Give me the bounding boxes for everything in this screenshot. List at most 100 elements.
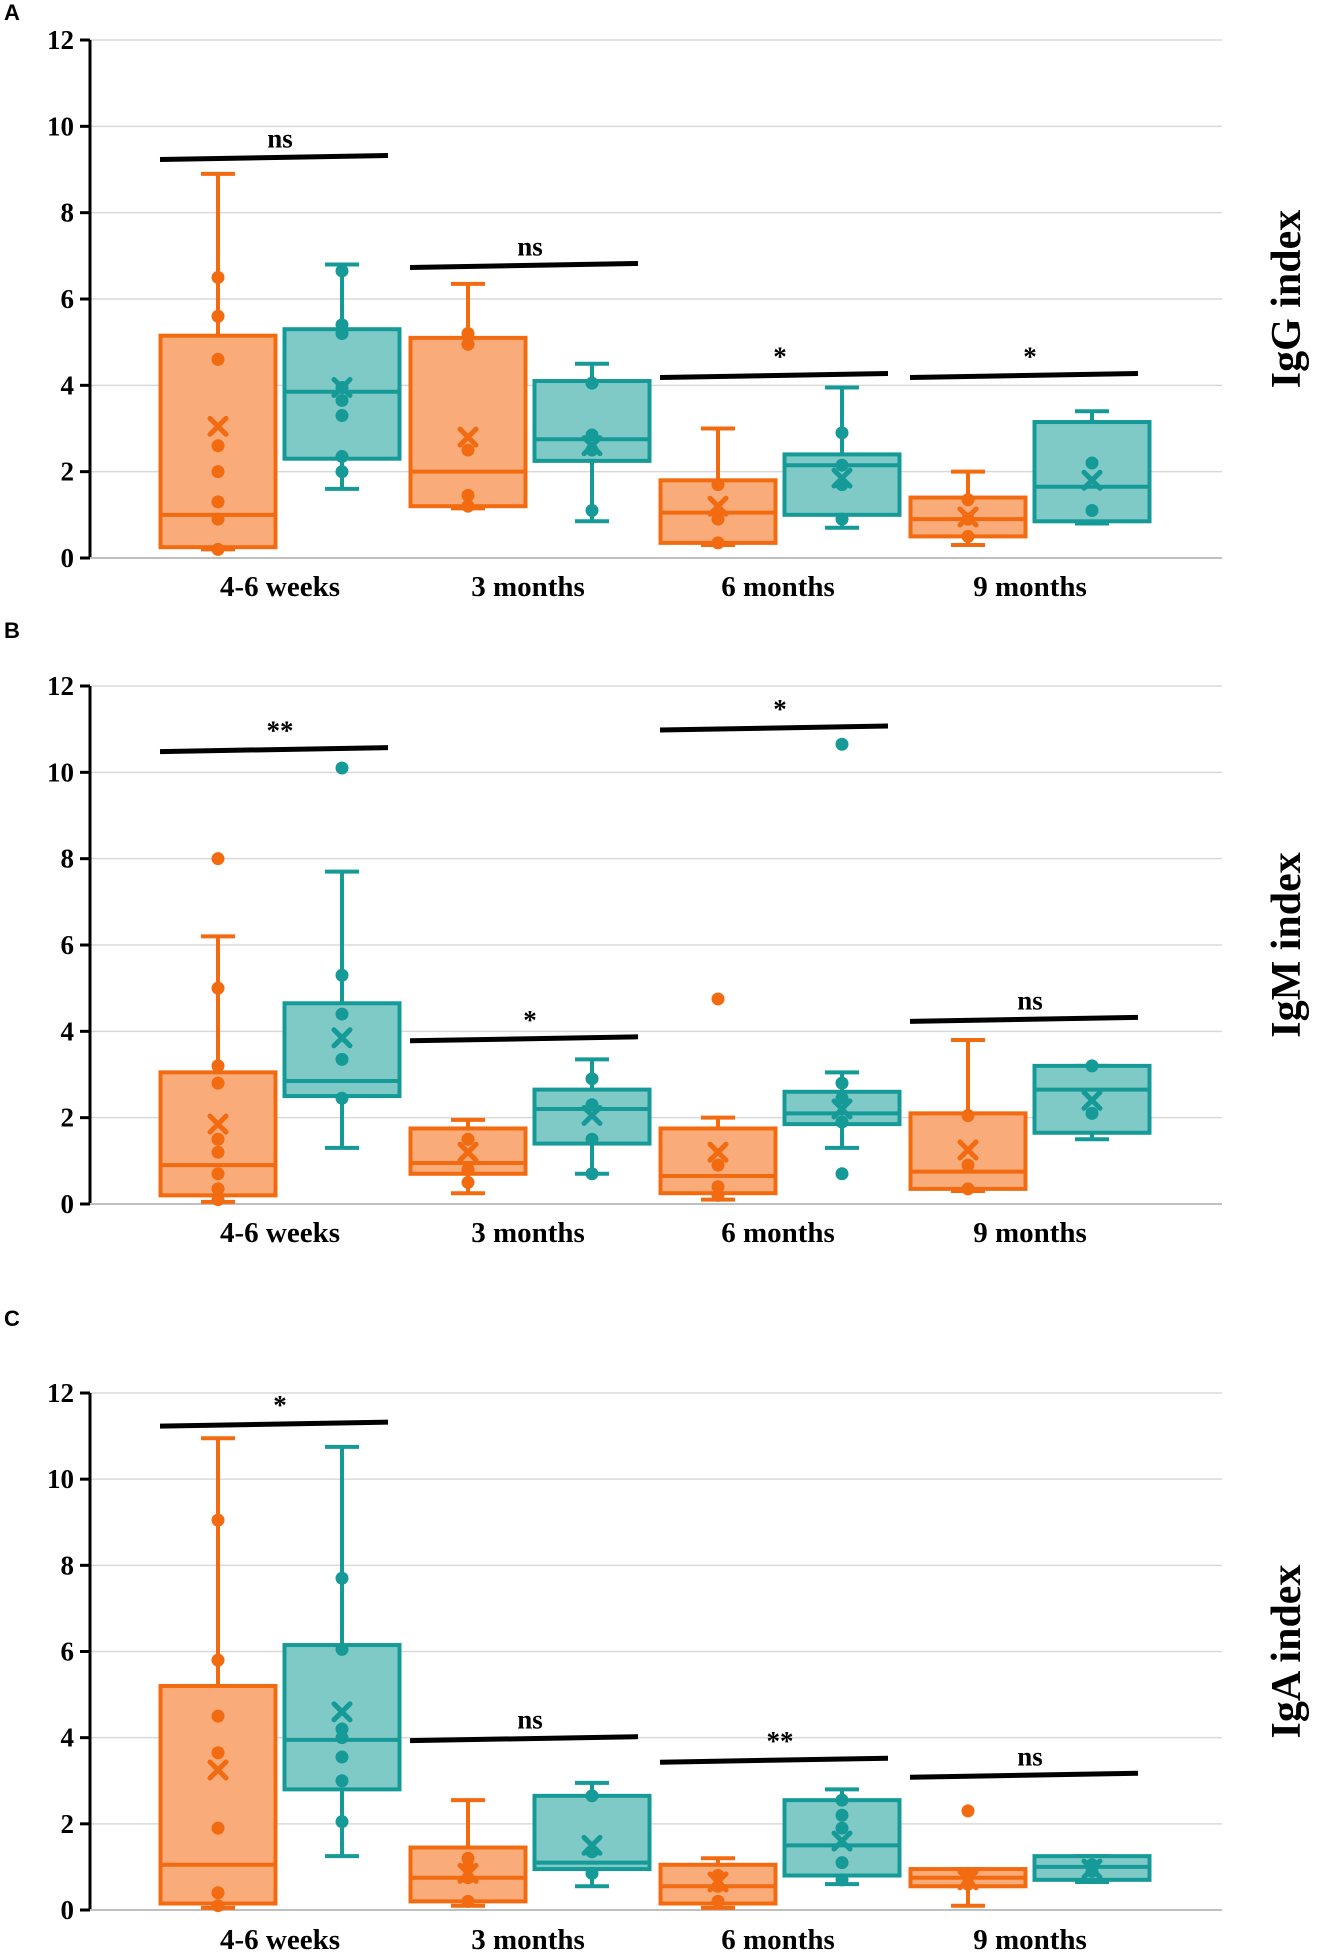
box-group2-0 (282, 262, 402, 491)
data-point (335, 318, 349, 332)
significance-label: ns (267, 124, 293, 154)
mean-marker (831, 1098, 853, 1120)
x-tick-label: 3 months (471, 1924, 585, 1956)
x-tick-label: 3 months (471, 1217, 585, 1249)
data-point (961, 1158, 975, 1172)
box-group1-3 (908, 469, 1028, 548)
data-point (211, 1821, 225, 1835)
significance-bar (159, 1419, 389, 1429)
data-point (211, 1132, 225, 1146)
data-point (335, 1642, 349, 1656)
data-point (211, 1182, 225, 1196)
data-point (585, 1132, 599, 1146)
mean-marker (457, 1862, 479, 1884)
mean-marker (457, 426, 479, 448)
x-tick-label: 9 months (973, 1924, 1087, 1956)
box-group2-2 (782, 1787, 902, 1887)
y-tick-label: 12 (47, 1378, 74, 1408)
data-point (335, 1722, 349, 1736)
data-point (211, 542, 225, 556)
box-group2-0 (282, 1444, 402, 1859)
y-tick-label: 8 (61, 198, 75, 228)
significance-label: ** (767, 1726, 794, 1756)
data-point (461, 1132, 475, 1146)
data-point (335, 1571, 349, 1585)
data-point (711, 1180, 725, 1194)
data-point (335, 465, 349, 479)
box-group1-1 (408, 1117, 528, 1196)
box-group2-1 (532, 1057, 652, 1181)
significance-0: ns (159, 124, 389, 163)
data-point (335, 1007, 349, 1021)
significance-bar (159, 745, 389, 755)
mean-marker (707, 1871, 729, 1893)
data-point (211, 1076, 225, 1090)
significance-bar (659, 371, 889, 381)
data-point (1085, 504, 1099, 518)
outlier-point (961, 1804, 975, 1818)
panel-b: B 0 2 4 6 8 10 12 4-6 weeks 3 months 6 months 9 mon… (4, 618, 1310, 1249)
significance-label: * (773, 694, 787, 724)
y-tick-label: 12 (47, 25, 74, 55)
box-group1-0 (158, 852, 278, 1207)
data-point (1085, 456, 1099, 470)
significance-bar (909, 1014, 1139, 1024)
data-point (711, 536, 725, 550)
data-point (461, 499, 475, 513)
data-point (335, 1750, 349, 1764)
box-group2-1 (532, 361, 652, 524)
y-tick-label: 8 (61, 844, 75, 874)
mean-marker (831, 1830, 853, 1852)
mean-marker (207, 415, 229, 437)
box-group1-3 (908, 1804, 1028, 1908)
y-tick-label: 6 (61, 930, 75, 960)
box-group1-0 (158, 171, 278, 556)
data-point (211, 1886, 225, 1900)
box-group1-2 (658, 1856, 778, 1910)
mean-marker (707, 495, 729, 517)
data-point (835, 512, 849, 526)
data-point (211, 1709, 225, 1723)
significance-2: ** (659, 1726, 889, 1765)
data-point (211, 495, 225, 509)
box-group1-3 (908, 1037, 1028, 1196)
data-point (211, 1513, 225, 1527)
mean-marker (831, 467, 853, 489)
significance-label: * (273, 1390, 287, 1420)
significance-3: ns (909, 1741, 1139, 1780)
significance-3: * (909, 342, 1139, 381)
x-tick-label: 4-6 weeks (220, 1924, 340, 1956)
significance-0: ** (159, 716, 389, 755)
box-iqr (408, 335, 528, 509)
data-point (211, 1059, 225, 1073)
data-point (211, 1145, 225, 1159)
y-tick-label: 8 (61, 1550, 75, 1580)
panel-c: C 0 2 4 6 8 10 12 4-6 weeks 3 months 6 months 9 mon… (4, 1306, 1310, 1956)
outlier-point (835, 737, 849, 751)
data-point (461, 327, 475, 341)
mean-marker (331, 1027, 353, 1049)
data-point (585, 428, 599, 442)
mean-marker (331, 376, 353, 398)
y-tick-label: 6 (61, 1637, 75, 1667)
significance-label: ns (517, 231, 543, 261)
x-tick-label: 4-6 weeks (220, 1217, 340, 1249)
data-point (335, 1052, 349, 1066)
significance-0: * (159, 1390, 389, 1429)
significance-bar (909, 371, 1139, 381)
box-iqr (158, 1683, 278, 1906)
data-point (711, 1158, 725, 1172)
box-iqr (282, 1643, 402, 1792)
data-point (335, 409, 349, 423)
data-point (461, 443, 475, 457)
mean-marker (1081, 469, 1103, 491)
data-point (961, 493, 975, 507)
x-tick-label: 6 months (721, 1924, 835, 1956)
significance-bar (909, 1770, 1139, 1780)
box-group2-2 (782, 737, 902, 1181)
significance-2: * (659, 342, 889, 381)
data-point (461, 337, 475, 351)
y-tick-label: 4 (61, 1723, 75, 1753)
data-point (835, 1873, 849, 1887)
y-tick-label: 12 (47, 671, 74, 701)
